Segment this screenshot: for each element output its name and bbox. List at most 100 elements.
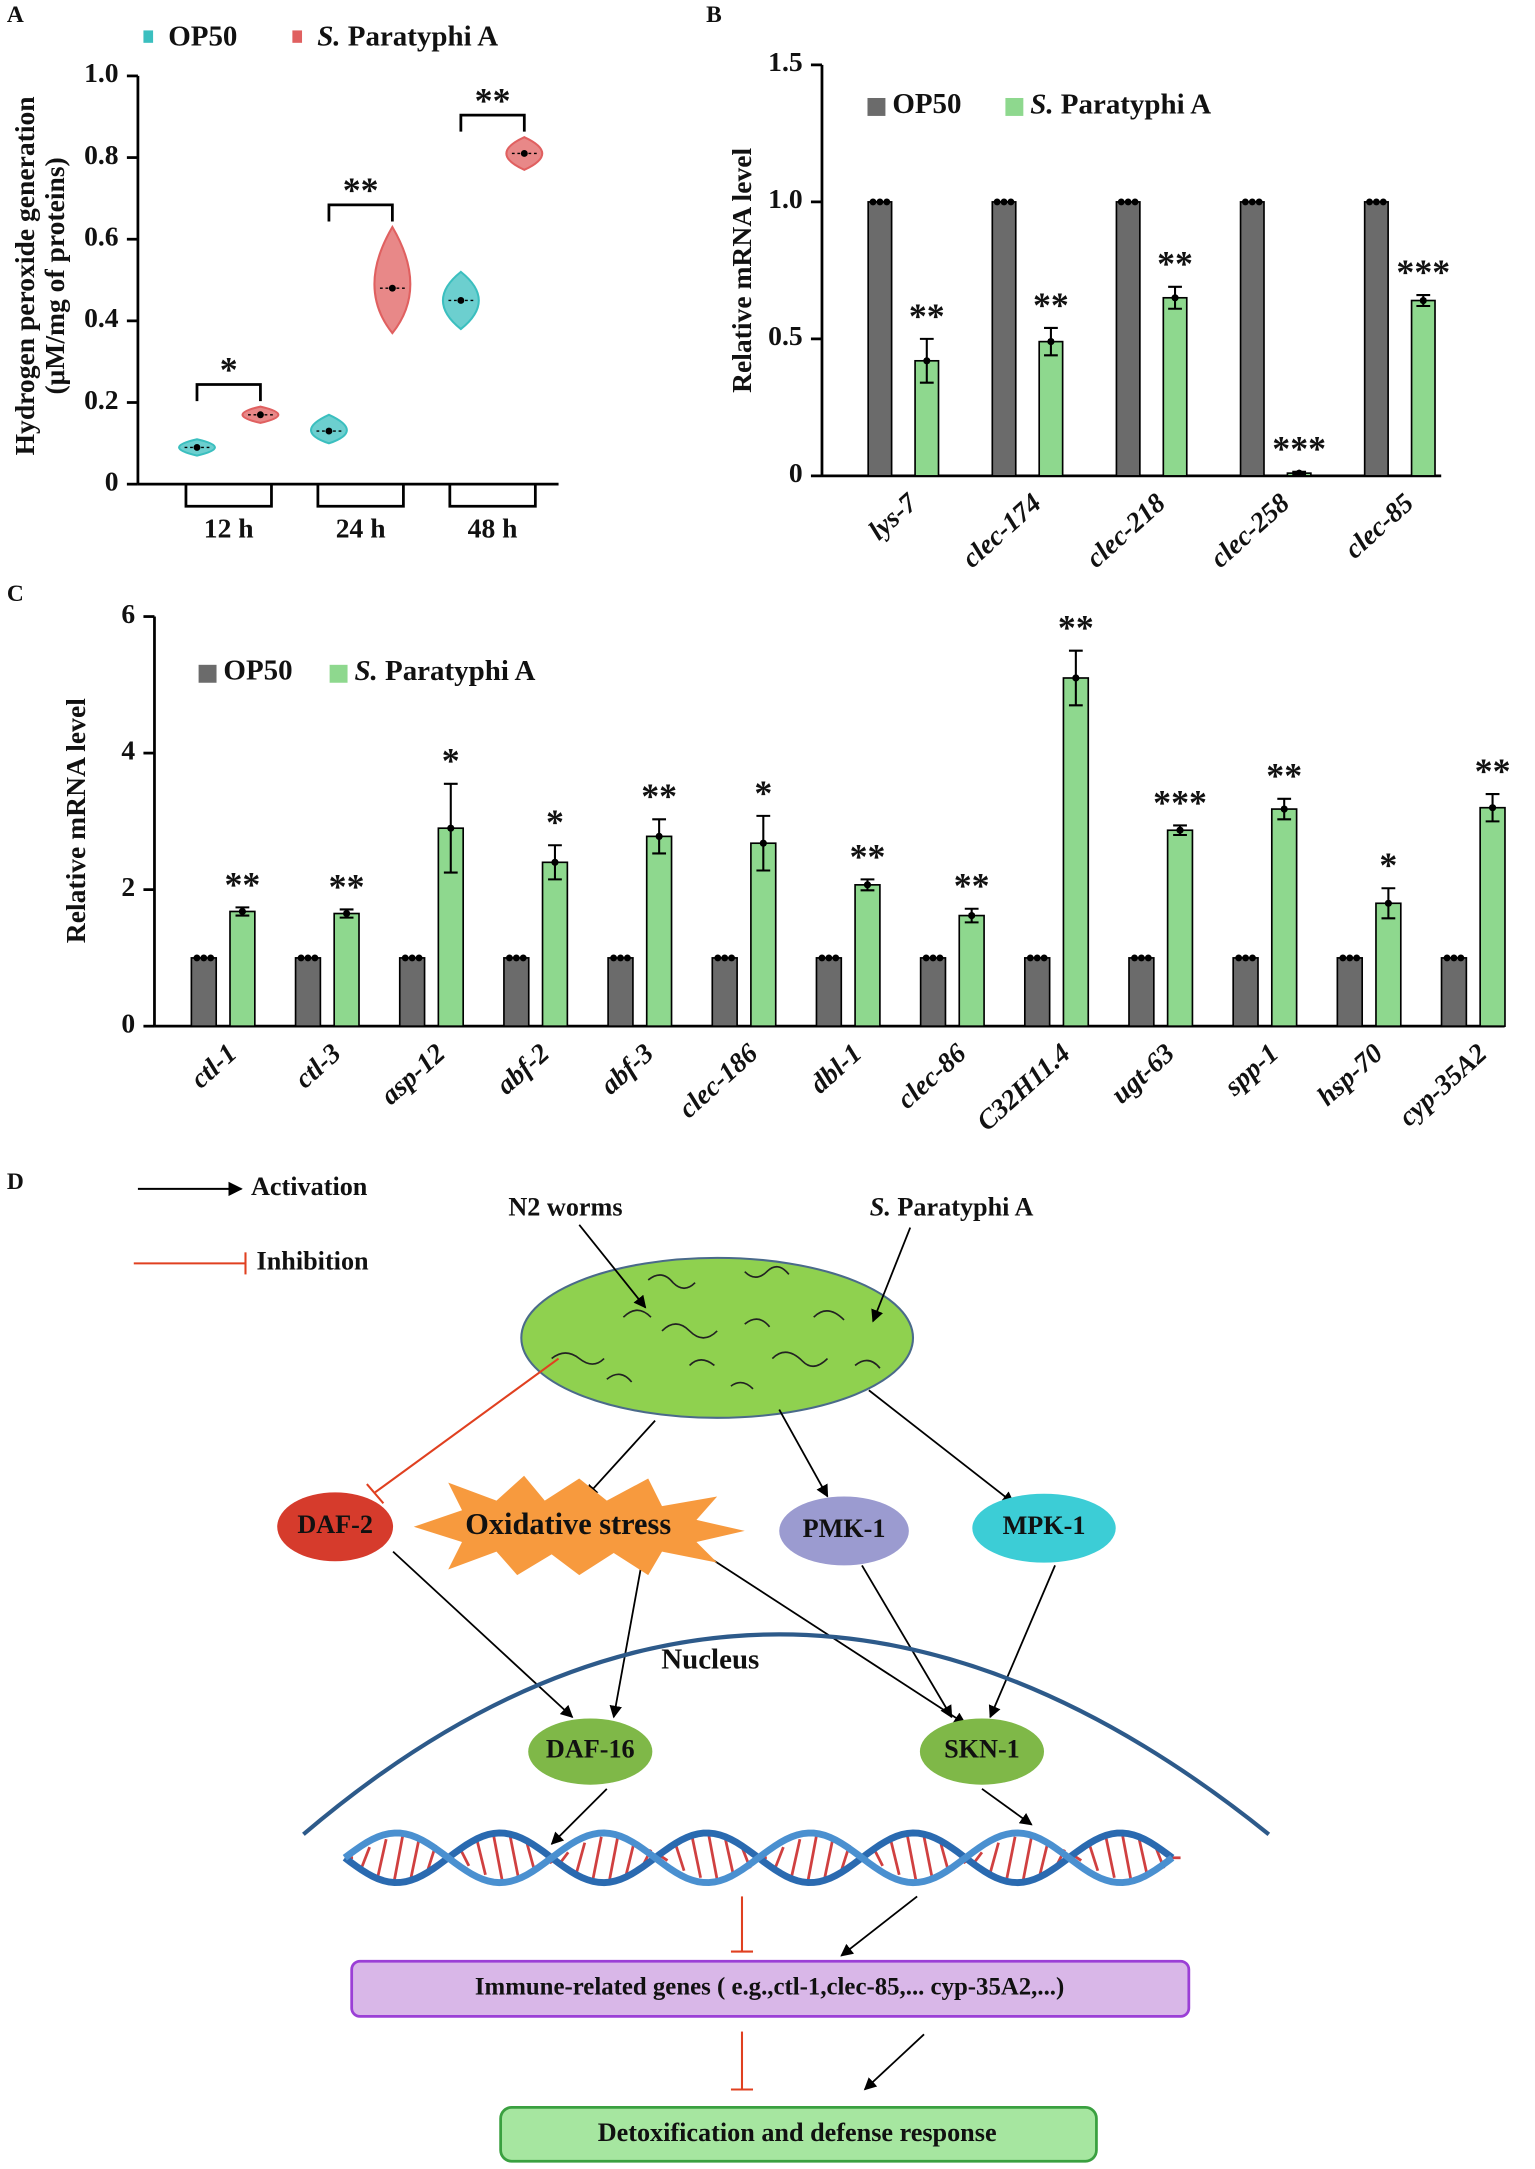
- significance: **: [850, 836, 886, 876]
- bar: [503, 957, 530, 1027]
- significance: **: [909, 296, 945, 336]
- y-tick-label: 4: [121, 734, 135, 765]
- significance: ***: [1153, 782, 1207, 822]
- bar: [190, 957, 218, 1027]
- bar: [1336, 957, 1364, 1027]
- x-tick-label: clec-186: [672, 1037, 763, 1124]
- point: [1072, 674, 1080, 682]
- node-text: S. Paratyphi A: [870, 1193, 1034, 1222]
- y-tick-label: 0.5: [768, 320, 802, 351]
- y-tick-label: 1.5: [768, 46, 802, 77]
- point: [1255, 198, 1263, 206]
- x-tick-label: lys-7: [862, 486, 923, 546]
- bar: [919, 957, 947, 1027]
- node: [919, 1718, 1045, 1785]
- point: [1346, 954, 1354, 962]
- dna-rung: [1104, 1837, 1116, 1879]
- x-tick-label: 12 h: [204, 512, 254, 543]
- point: [1117, 198, 1125, 206]
- bar: [1162, 296, 1188, 477]
- dna-rung: [707, 1835, 719, 1881]
- point: [832, 954, 840, 962]
- point: [1171, 294, 1179, 302]
- node-text: Immune-related genes ( e.g.,ctl-1,clec-8…: [475, 1974, 1064, 2001]
- node-text: DAF-2: [297, 1510, 373, 1539]
- dna-rung: [1088, 1844, 1100, 1872]
- significance: **: [329, 866, 365, 906]
- legend-swatch: [329, 664, 348, 683]
- bar: [1375, 902, 1402, 1027]
- bar: [541, 861, 569, 1027]
- point: [519, 954, 527, 962]
- point: [325, 427, 333, 435]
- y-tick-label: 0: [789, 457, 803, 488]
- point: [1489, 804, 1497, 812]
- x-tick-label: dbl-1: [803, 1037, 867, 1099]
- point: [1026, 954, 1034, 962]
- dna-rung: [823, 1837, 835, 1879]
- node-text: SKN-1: [944, 1735, 1020, 1764]
- point: [714, 954, 722, 962]
- category-bracket: [184, 484, 273, 508]
- point: [1353, 954, 1361, 962]
- bar: [607, 957, 634, 1027]
- dna: [342, 1829, 1181, 1887]
- dna-rung: [690, 1837, 702, 1879]
- x-tick-label: ugt-63: [1105, 1037, 1181, 1109]
- point: [238, 908, 246, 915]
- point: [1047, 338, 1055, 346]
- point: [1366, 198, 1373, 206]
- bar: [1038, 340, 1064, 477]
- legend-text: S. Paratyphi A: [317, 20, 498, 52]
- panel-label: D: [7, 1169, 24, 1195]
- y-tick-label: 0.2: [84, 384, 118, 415]
- x-tick-label: ctl-1: [184, 1037, 242, 1094]
- point: [759, 839, 767, 847]
- x-tick-label: abf-3: [594, 1037, 659, 1100]
- point: [1419, 297, 1427, 304]
- panel-label: A: [7, 2, 24, 28]
- point: [883, 198, 891, 206]
- dna-rung: [360, 1846, 371, 1869]
- point: [304, 954, 312, 962]
- point: [1124, 198, 1132, 206]
- x-tick-label: C32H11.4: [970, 1037, 1076, 1136]
- point: [623, 954, 631, 962]
- point: [655, 832, 663, 840]
- legend-swatch: [1005, 97, 1024, 116]
- node: [972, 1493, 1116, 1563]
- significance: **: [954, 866, 990, 906]
- significance: ***: [1272, 429, 1326, 469]
- significance: *: [546, 802, 564, 842]
- legend-text: Activation: [251, 1172, 368, 1201]
- y-tick-label: 0.4: [84, 302, 119, 333]
- bar: [1410, 299, 1436, 477]
- significance: *: [1379, 845, 1397, 885]
- dna-rung: [724, 1838, 736, 1877]
- significance: **: [343, 170, 379, 210]
- bar: [1440, 957, 1468, 1027]
- node: [528, 1718, 653, 1785]
- significance: **: [224, 864, 260, 904]
- point: [1457, 954, 1465, 962]
- y-tick-label: 0.6: [84, 221, 118, 252]
- point: [1131, 198, 1139, 206]
- x-tick-label: clec-85: [1338, 487, 1419, 564]
- point: [1176, 826, 1184, 834]
- point: [520, 150, 528, 157]
- dna-rung: [1038, 1840, 1050, 1876]
- point: [1249, 954, 1256, 962]
- point: [193, 443, 201, 451]
- point: [1450, 954, 1458, 962]
- dna-rung: [591, 1836, 603, 1880]
- point: [923, 357, 931, 365]
- point: [1379, 198, 1387, 206]
- dna-rung: [624, 1840, 636, 1876]
- point: [1242, 954, 1250, 962]
- significance: **: [1266, 756, 1302, 796]
- dna-rung: [790, 1838, 802, 1877]
- y-tick-label: 1.0: [768, 183, 802, 214]
- significance: **: [1157, 244, 1193, 284]
- dna-strand: [342, 1829, 1175, 1887]
- sig-bracket: [327, 203, 394, 222]
